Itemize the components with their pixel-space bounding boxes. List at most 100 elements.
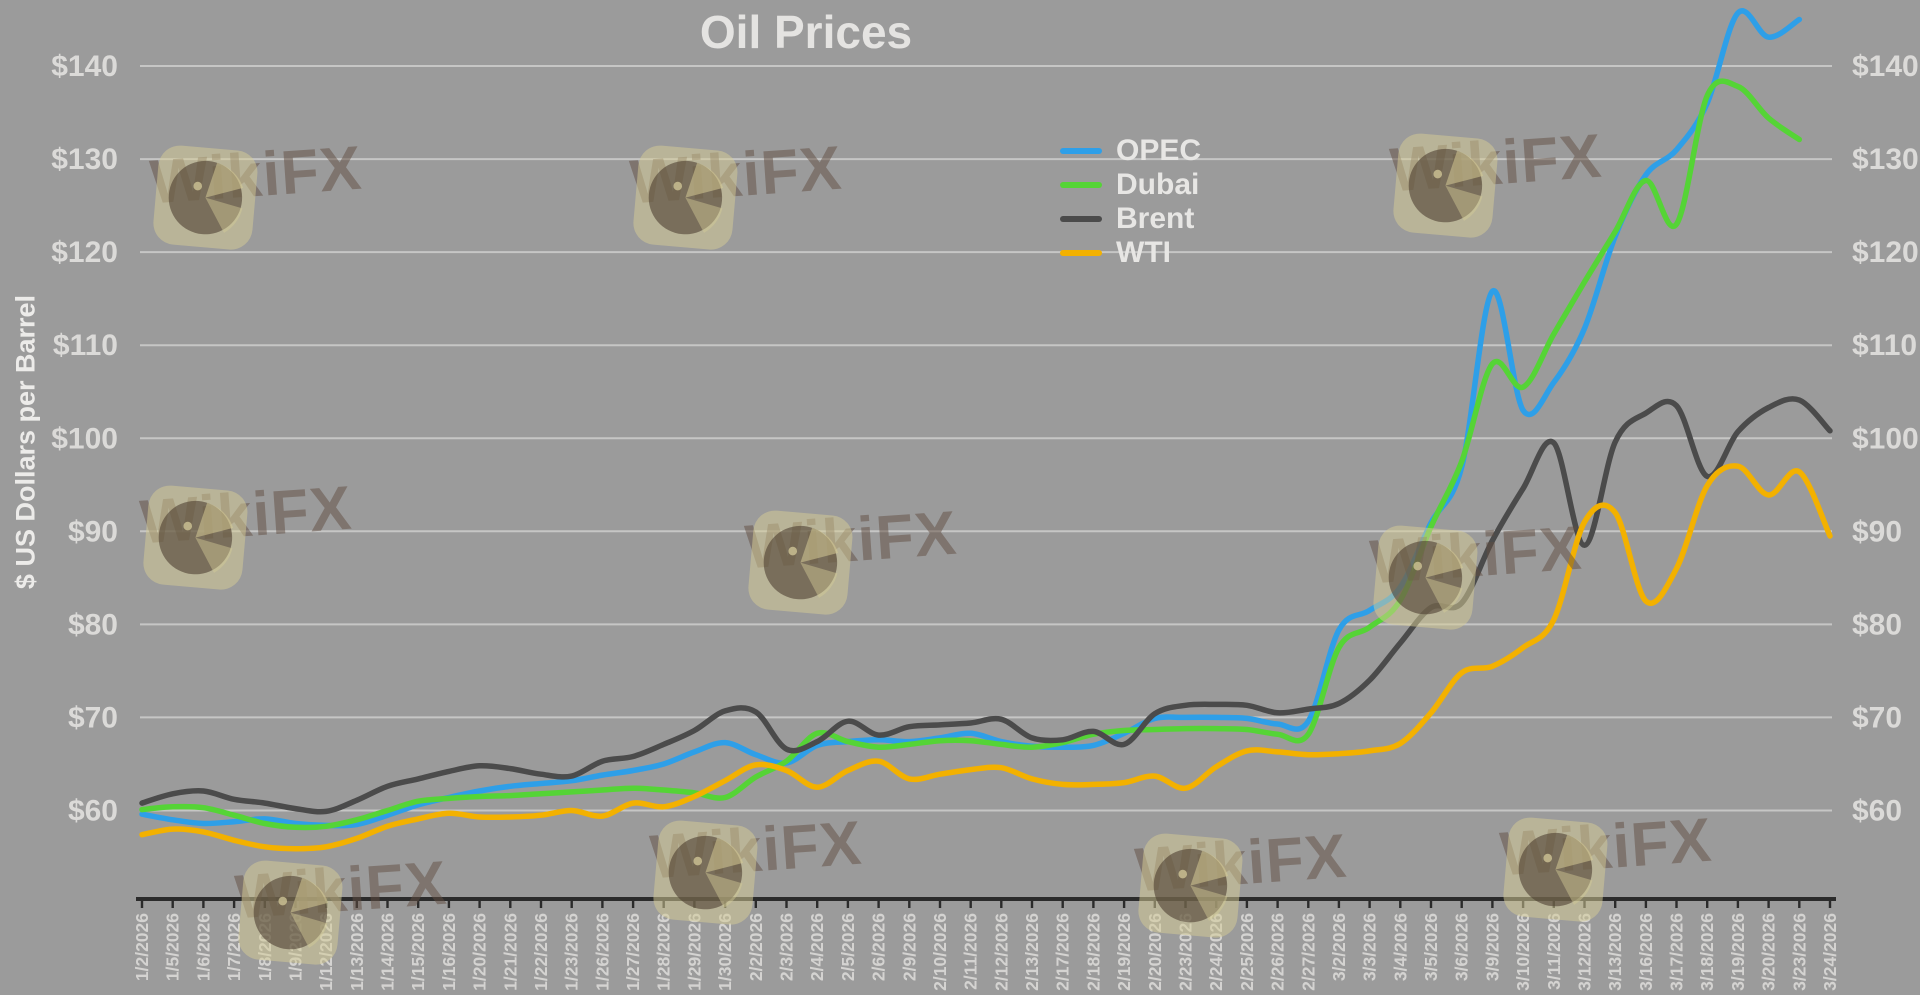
- x-tick-labels: 1/2/2026 1/5/2026 1/6/2026 1/7/2026 1/8/2026…: [132, 913, 1840, 991]
- y-tick-label-right: $90: [1852, 515, 1902, 548]
- legend: OPEC Dubai Brent WTI: [1060, 134, 1201, 270]
- legend-swatch-opec: [1060, 148, 1102, 154]
- x-tick-label: 2/13/2026: [1022, 913, 1042, 991]
- y-tick-label-left: $120: [51, 236, 118, 269]
- x-tick-label: 1/9/2026: [286, 913, 306, 981]
- x-tick-label: 2/12/2026: [991, 913, 1011, 991]
- legend-item-brent[interactable]: Brent: [1060, 202, 1201, 236]
- y-tick-label-right: $120: [1852, 236, 1919, 269]
- x-tick-label: 3/4/2026: [1390, 913, 1410, 981]
- x-tick-label: 3/23/2026: [1789, 913, 1809, 991]
- gridlines: [140, 65, 1832, 812]
- x-tick-label: 3/19/2026: [1728, 913, 1748, 991]
- x-tick-label: 2/4/2026: [807, 913, 827, 981]
- x-tick-label: 3/24/2026: [1820, 913, 1840, 991]
- x-tick-label: 2/9/2026: [899, 913, 919, 981]
- y-tick-label-right: $60: [1852, 795, 1902, 828]
- x-tick-label: 2/20/2026: [1145, 913, 1165, 991]
- x-tick-label: 3/2/2026: [1329, 913, 1349, 981]
- series-line-opec: [139, 8, 1803, 829]
- x-tick-label: 2/11/2026: [961, 913, 981, 990]
- x-tick-label: 2/24/2026: [1206, 913, 1226, 991]
- x-tick-label: 1/14/2026: [378, 913, 398, 991]
- x-tick-label: 3/9/2026: [1482, 913, 1502, 981]
- x-tick-label: 3/12/2026: [1575, 913, 1595, 991]
- x-tick-label: 2/3/2026: [777, 913, 797, 981]
- x-tick-label: 1/13/2026: [347, 913, 367, 991]
- x-tick-label: 1/16/2026: [439, 913, 459, 991]
- x-tick-label: 1/28/2026: [654, 913, 674, 991]
- y-tick-label-left: $70: [68, 701, 118, 734]
- x-tick-label: 3/3/2026: [1360, 913, 1380, 981]
- series-line-brent: [139, 396, 1833, 815]
- x-tick-label: 3/6/2026: [1452, 913, 1472, 981]
- x-tick-label: 2/2/2026: [746, 913, 766, 981]
- legend-swatch-brent: [1060, 216, 1102, 222]
- legend-item-opec[interactable]: OPEC: [1060, 134, 1201, 168]
- y-tick-label-right: $110: [1852, 329, 1917, 362]
- y-tick-label-left: $90: [68, 515, 118, 548]
- y-tick-label-right: $100: [1852, 422, 1919, 455]
- legend-label-wti: WTI: [1116, 236, 1171, 269]
- y-tick-label-left: $80: [68, 608, 118, 641]
- x-tick-label: 2/25/2026: [1237, 913, 1257, 991]
- x-tick-label: 1/22/2026: [531, 913, 551, 991]
- y-tick-label-right: $70: [1852, 701, 1902, 734]
- series-line-wti: [139, 463, 1833, 852]
- x-tick-label: 1/29/2026: [684, 913, 704, 991]
- x-tick-label: 1/8/2026: [255, 913, 275, 981]
- x-tick-label: 2/26/2026: [1268, 913, 1288, 991]
- x-axis: [136, 897, 1836, 908]
- x-tick-label: 1/27/2026: [623, 913, 643, 991]
- series-line-dubai: [139, 78, 1803, 831]
- x-tick-label: 1/6/2026: [193, 913, 213, 981]
- y-axis-title: $ US Dollars per Barrel: [10, 294, 41, 590]
- chart-title: Oil Prices: [699, 6, 913, 58]
- x-tick-label: 1/15/2026: [408, 913, 428, 991]
- x-tick-label: 2/23/2026: [1176, 913, 1196, 991]
- x-tick-label: 1/26/2026: [592, 913, 612, 991]
- legend-item-dubai[interactable]: Dubai: [1060, 168, 1201, 202]
- x-tick-label: 3/17/2026: [1667, 913, 1687, 991]
- y-tick-labels: $60 $60 $70 $70 $80 $80 $90 $90 $100 $100 $110 $110…: [51, 50, 1919, 828]
- x-tick-label: 1/30/2026: [715, 913, 735, 991]
- x-tick-label: 2/17/2026: [1053, 913, 1073, 991]
- legend-item-wti[interactable]: WTI: [1060, 236, 1201, 270]
- x-tick-label: 3/10/2026: [1513, 913, 1533, 991]
- y-tick-label-left: $100: [51, 422, 118, 455]
- x-tick-label: 3/20/2026: [1759, 913, 1779, 991]
- x-tick-label: 1/20/2026: [470, 913, 490, 991]
- x-tick-label: 2/18/2026: [1083, 913, 1103, 991]
- x-tick-label: 1/7/2026: [224, 913, 244, 981]
- x-tick-label: 1/5/2026: [163, 913, 183, 981]
- x-tick-label: 3/11/2026: [1544, 913, 1564, 990]
- y-tick-label-right: $130: [1852, 143, 1919, 176]
- y-tick-label-right: $80: [1852, 608, 1902, 641]
- x-tick-label: 3/5/2026: [1421, 913, 1441, 981]
- legend-label-opec: OPEC: [1116, 134, 1202, 167]
- y-tick-label-left: $110: [53, 329, 118, 362]
- x-tick-label: 3/18/2026: [1697, 913, 1717, 991]
- legend-label-brent: Brent: [1116, 202, 1195, 235]
- x-tick-label: 1/12/2026: [316, 913, 336, 991]
- y-tick-label-left: $130: [51, 143, 118, 176]
- legend-swatch-dubai: [1060, 182, 1102, 188]
- x-tick-label: 2/19/2026: [1114, 913, 1134, 991]
- legend-label-dubai: Dubai: [1116, 168, 1200, 201]
- x-tick-label: 3/16/2026: [1636, 913, 1656, 991]
- series-lines: [139, 8, 1833, 852]
- x-tick-label: 1/2/2026: [132, 913, 152, 981]
- x-tick-label: 2/5/2026: [838, 913, 858, 981]
- y-tick-label-left: $140: [51, 50, 118, 83]
- y-tick-label-right: $140: [1852, 50, 1919, 83]
- x-tick-label: 1/21/2026: [500, 913, 520, 991]
- x-tick-label: 2/10/2026: [930, 913, 950, 991]
- x-tick-label: 1/23/2026: [562, 913, 582, 991]
- x-tick-label: 2/6/2026: [869, 913, 889, 981]
- legend-swatch-wti: [1060, 250, 1102, 256]
- x-tick-label: 2/27/2026: [1298, 913, 1318, 991]
- y-tick-label-left: $60: [68, 795, 118, 828]
- x-tick-label: 3/13/2026: [1605, 913, 1625, 991]
